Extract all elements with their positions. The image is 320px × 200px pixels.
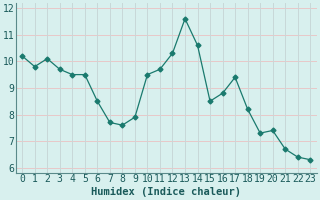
- X-axis label: Humidex (Indice chaleur): Humidex (Indice chaleur): [91, 187, 241, 197]
